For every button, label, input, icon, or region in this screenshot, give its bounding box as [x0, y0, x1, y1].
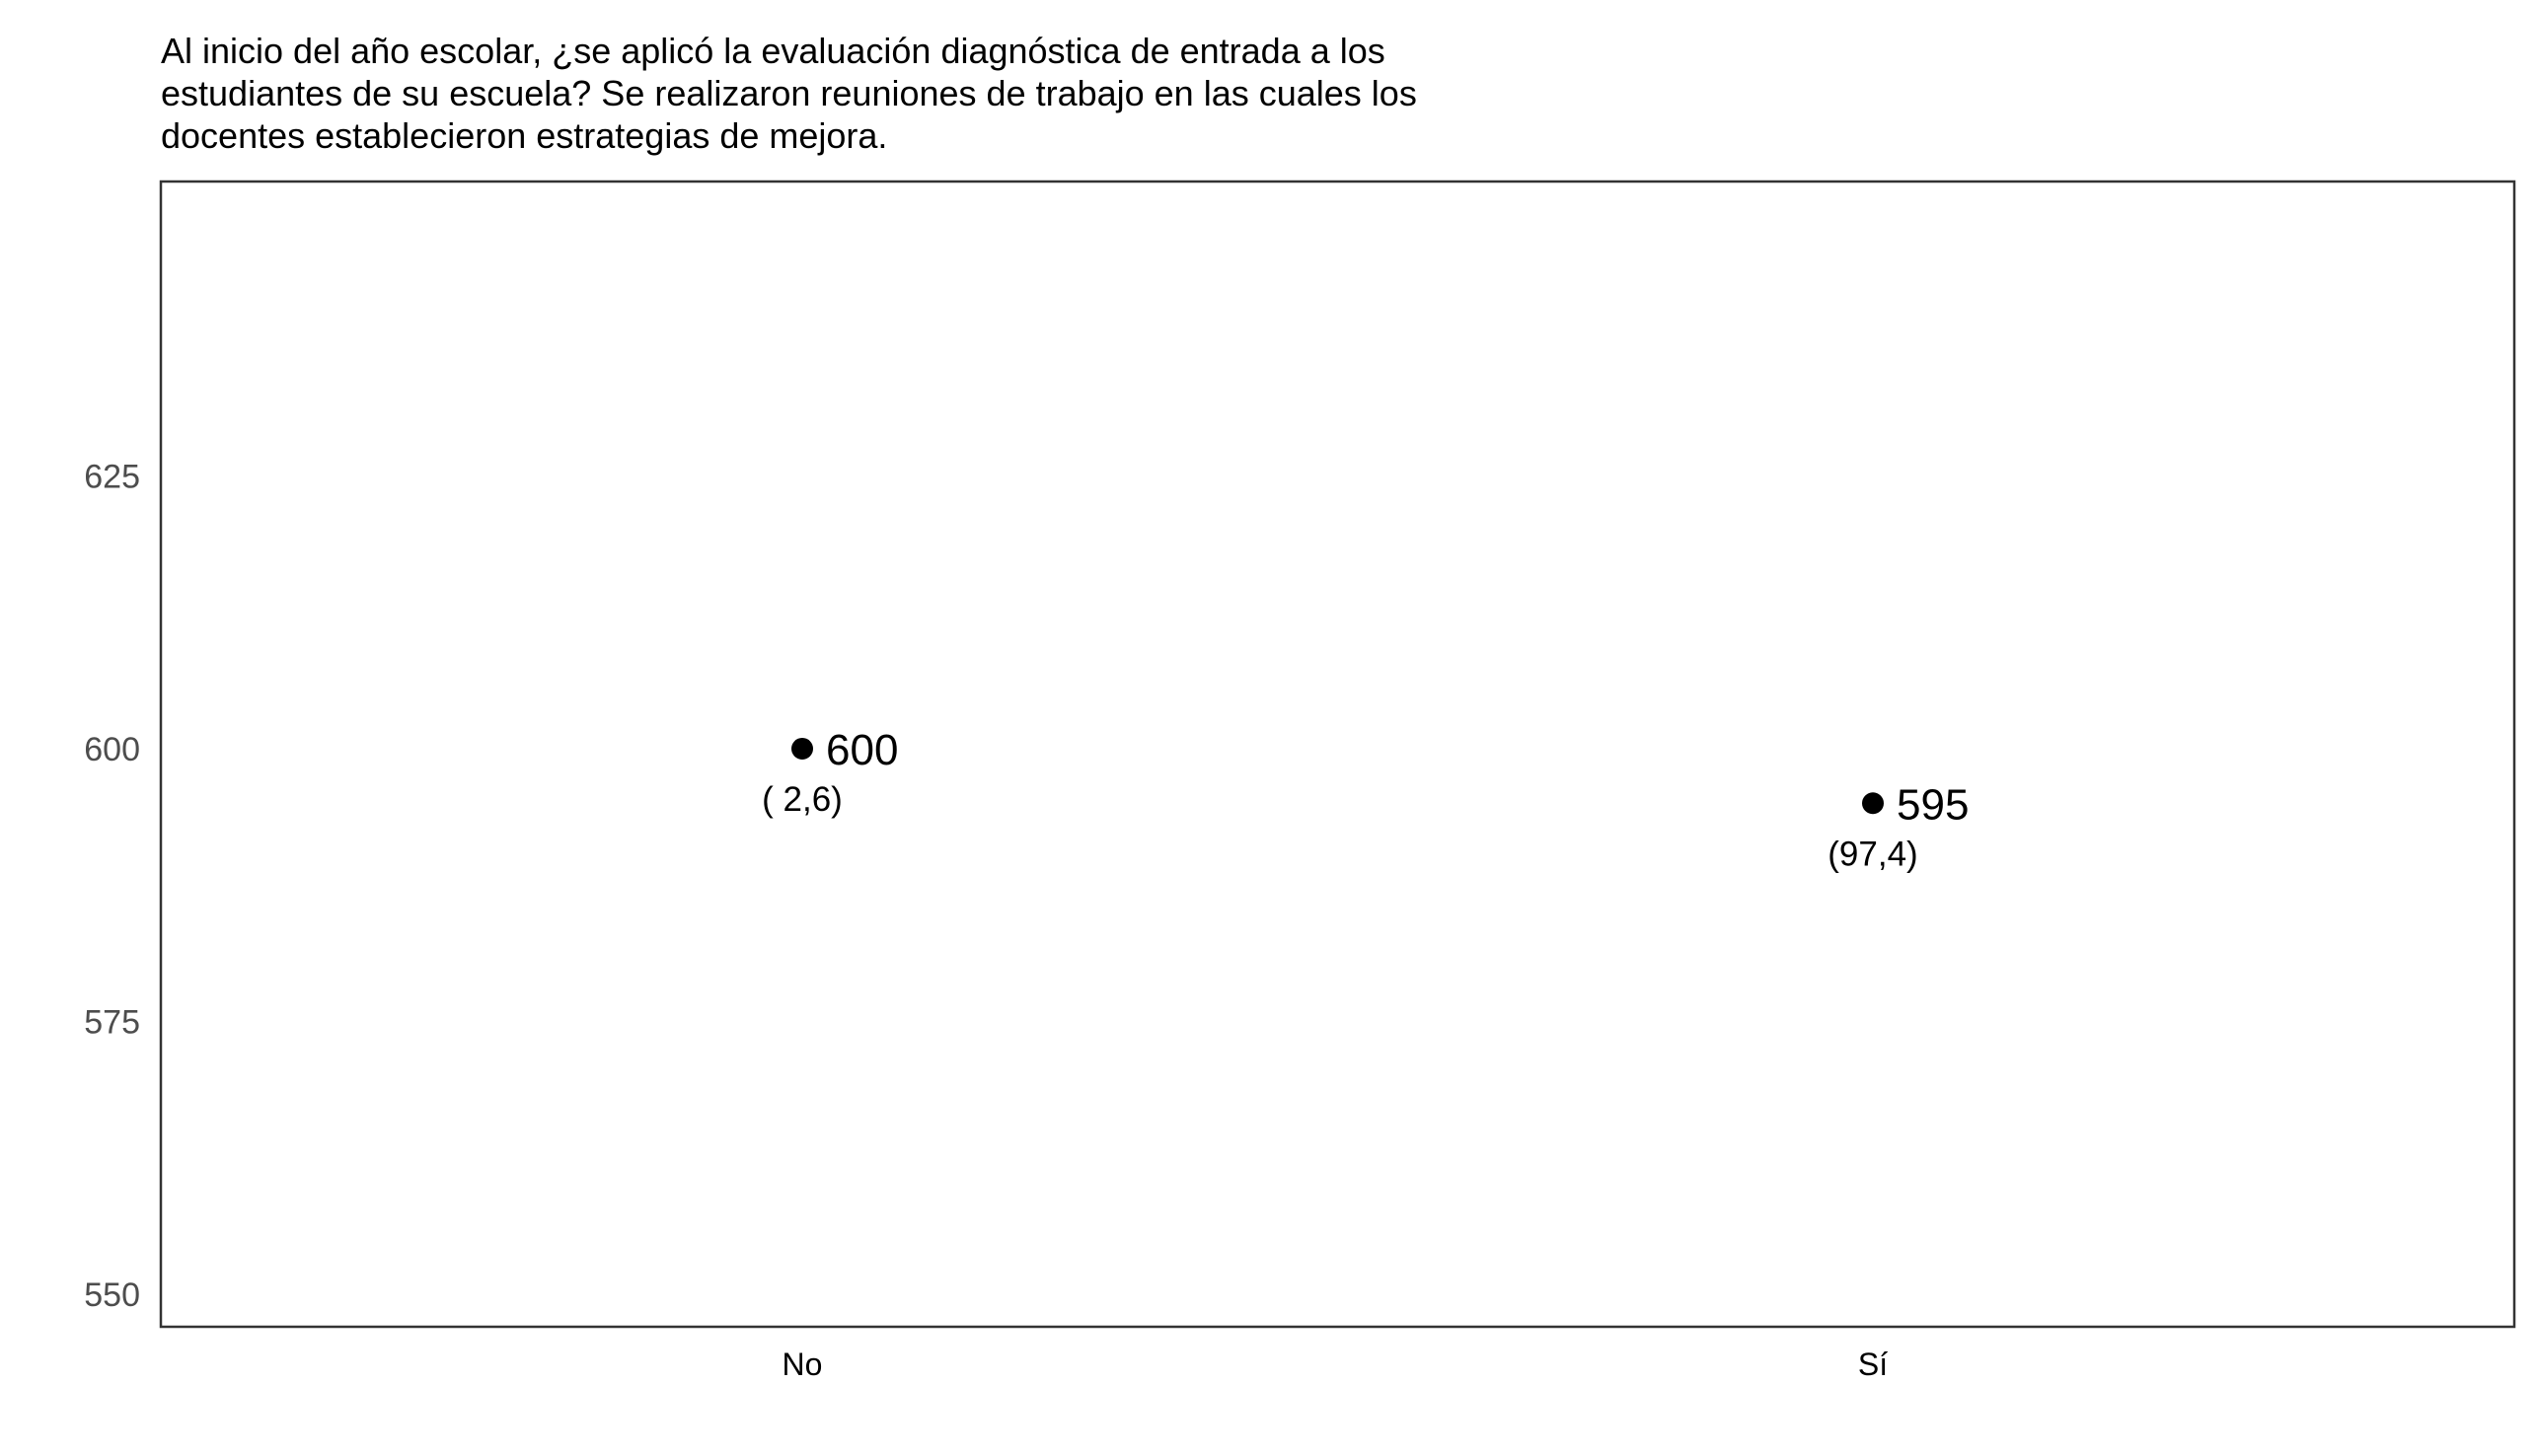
data-value-label: 600: [826, 726, 898, 774]
chart-title-line: Al inicio del año escolar, ¿se aplicó la…: [161, 31, 1385, 71]
x-tick-label: No: [783, 1347, 823, 1382]
data-percent-label: ( 2,6): [762, 780, 843, 819]
x-axis: No Sí: [783, 1347, 1889, 1382]
data-point: [791, 737, 813, 760]
data-point: [1862, 792, 1884, 815]
y-tick-label: 600: [84, 731, 140, 768]
chart-title-line: docentes establecieron estrategias de me…: [161, 115, 887, 156]
data-value-label: 595: [1897, 780, 1969, 829]
y-tick-label: 550: [84, 1276, 140, 1314]
y-tick-label: 625: [84, 459, 140, 496]
data-percent-label: (97,4): [1828, 835, 1917, 873]
x-tick-label: Sí: [1858, 1347, 1888, 1382]
plot-panel: [159, 180, 2516, 1329]
chart-title: Al inicio del año escolar, ¿se aplicó la…: [161, 31, 1417, 156]
chart-title-line: estudiantes de su escuela? Se realizaron…: [161, 73, 1417, 113]
y-axis: 550 575 600 625: [84, 459, 140, 1314]
data-marks: 600 ( 2,6) 595 (97,4): [762, 726, 1969, 873]
y-tick-label: 575: [84, 1003, 140, 1041]
